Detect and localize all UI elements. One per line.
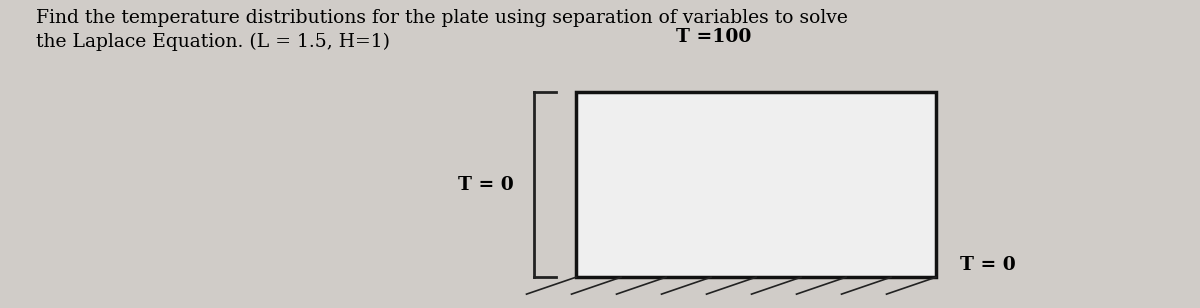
Text: T = 0: T = 0 — [960, 256, 1015, 274]
Text: T =100: T =100 — [677, 28, 751, 46]
Text: Find the temperature distributions for the plate using separation of variables t: Find the temperature distributions for t… — [36, 9, 848, 51]
Bar — [576, 92, 936, 277]
Text: T = 0: T = 0 — [458, 176, 514, 194]
